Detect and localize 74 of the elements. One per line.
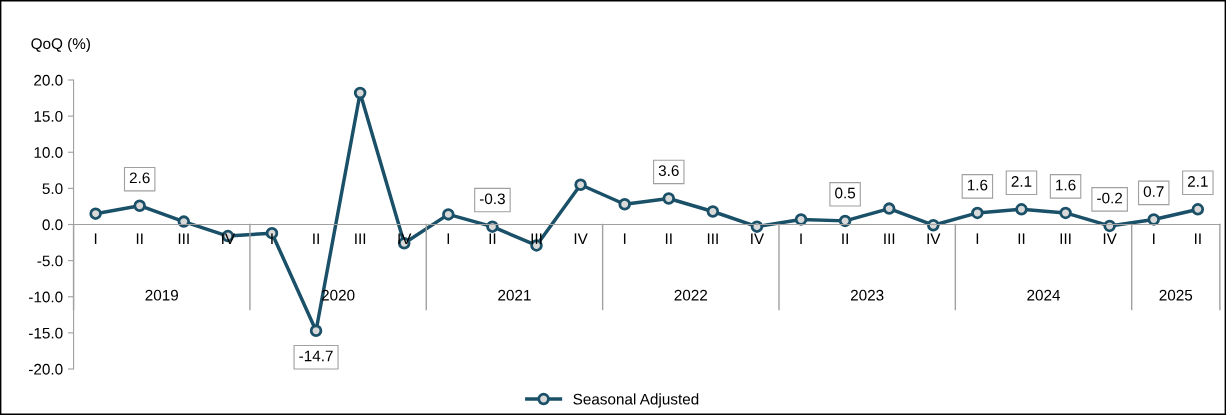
point [706,205,720,218]
point [618,198,631,211]
data-label: 0.7 [1143,186,1164,197]
point [442,208,455,221]
point [486,220,499,233]
point [794,213,808,226]
x-tick-label: I [1153,233,1155,244]
legend-label: Seasonal Adjusted [573,393,699,408]
x-tick-label: II [313,233,319,244]
point [1015,203,1028,216]
x-tick-label: III [355,233,366,244]
point [750,220,764,233]
data-label: 1.6 [1056,179,1076,191]
point [353,86,367,100]
point [882,202,896,215]
x-tick-label: III [884,233,895,244]
data-label: 3.6 [658,165,679,177]
data-label: 0.5 [835,187,856,199]
y-tick-label: 0.0 [42,219,63,231]
point [1147,213,1160,226]
y-tick-label: -5.0 [37,255,63,267]
y-tick-label: -10.0 [29,291,63,303]
point [89,207,102,220]
x-tick-label: III [178,233,189,244]
x-tick-label: II [136,233,143,244]
data-label: -0.2 [1097,192,1123,204]
data-label: 2.1 [1187,176,1208,187]
y-tick-label: 20.0 [34,74,63,86]
y-tick-label: -15.0 [29,327,63,339]
x-tick-label: II [1194,233,1201,244]
data-label: -0.3 [479,193,505,205]
x-tick-label: I [800,233,802,244]
point [309,324,323,337]
annotation: 2025 [1159,289,1193,301]
data-label: -14.7 [299,350,333,362]
x-tick-label: II [1018,233,1025,244]
x-tick-label: IV [927,233,941,244]
data-label: 1.6 [967,179,988,191]
annotation: 2024 [1027,289,1061,301]
x-tick-label: I [271,233,273,244]
x-tick-label: I [447,233,450,244]
y-tick-label: 15.0 [34,110,63,122]
y-tick-label: -20.0 [29,363,63,375]
point [1191,203,1205,216]
x-tick-label: II [665,233,672,244]
point [1059,206,1072,220]
y-tick-label: 10.0 [34,147,63,158]
data-label: 2.6 [129,172,150,184]
point [1103,219,1116,233]
data-label: 2.1 [1011,176,1032,187]
y-axis-title: QoQ (%) [31,37,90,53]
x-tick-label: II [489,233,496,244]
point [574,178,587,192]
x-tick-label: I [623,233,626,244]
point [177,215,191,228]
annotation: 2023 [850,289,884,301]
x-tick-label: I [976,233,979,244]
x-tick-label: III [707,233,718,244]
point [265,226,279,240]
point [927,218,940,232]
x-tick-label: IV [574,233,588,244]
point [971,206,984,220]
annotation: 2022 [674,289,708,301]
x-tick-label: IV [1103,233,1117,244]
annotation: 2019 [145,289,179,301]
annotation: 2021 [498,289,531,301]
x-tick-label: IV [751,233,765,244]
point [662,192,676,205]
x-tick-label: I [94,233,97,244]
point [133,199,146,212]
point [838,214,852,228]
y-tick-label: 5.0 [42,183,63,195]
x-tick-label: II [842,233,848,244]
x-tick-label: III [1060,233,1071,244]
